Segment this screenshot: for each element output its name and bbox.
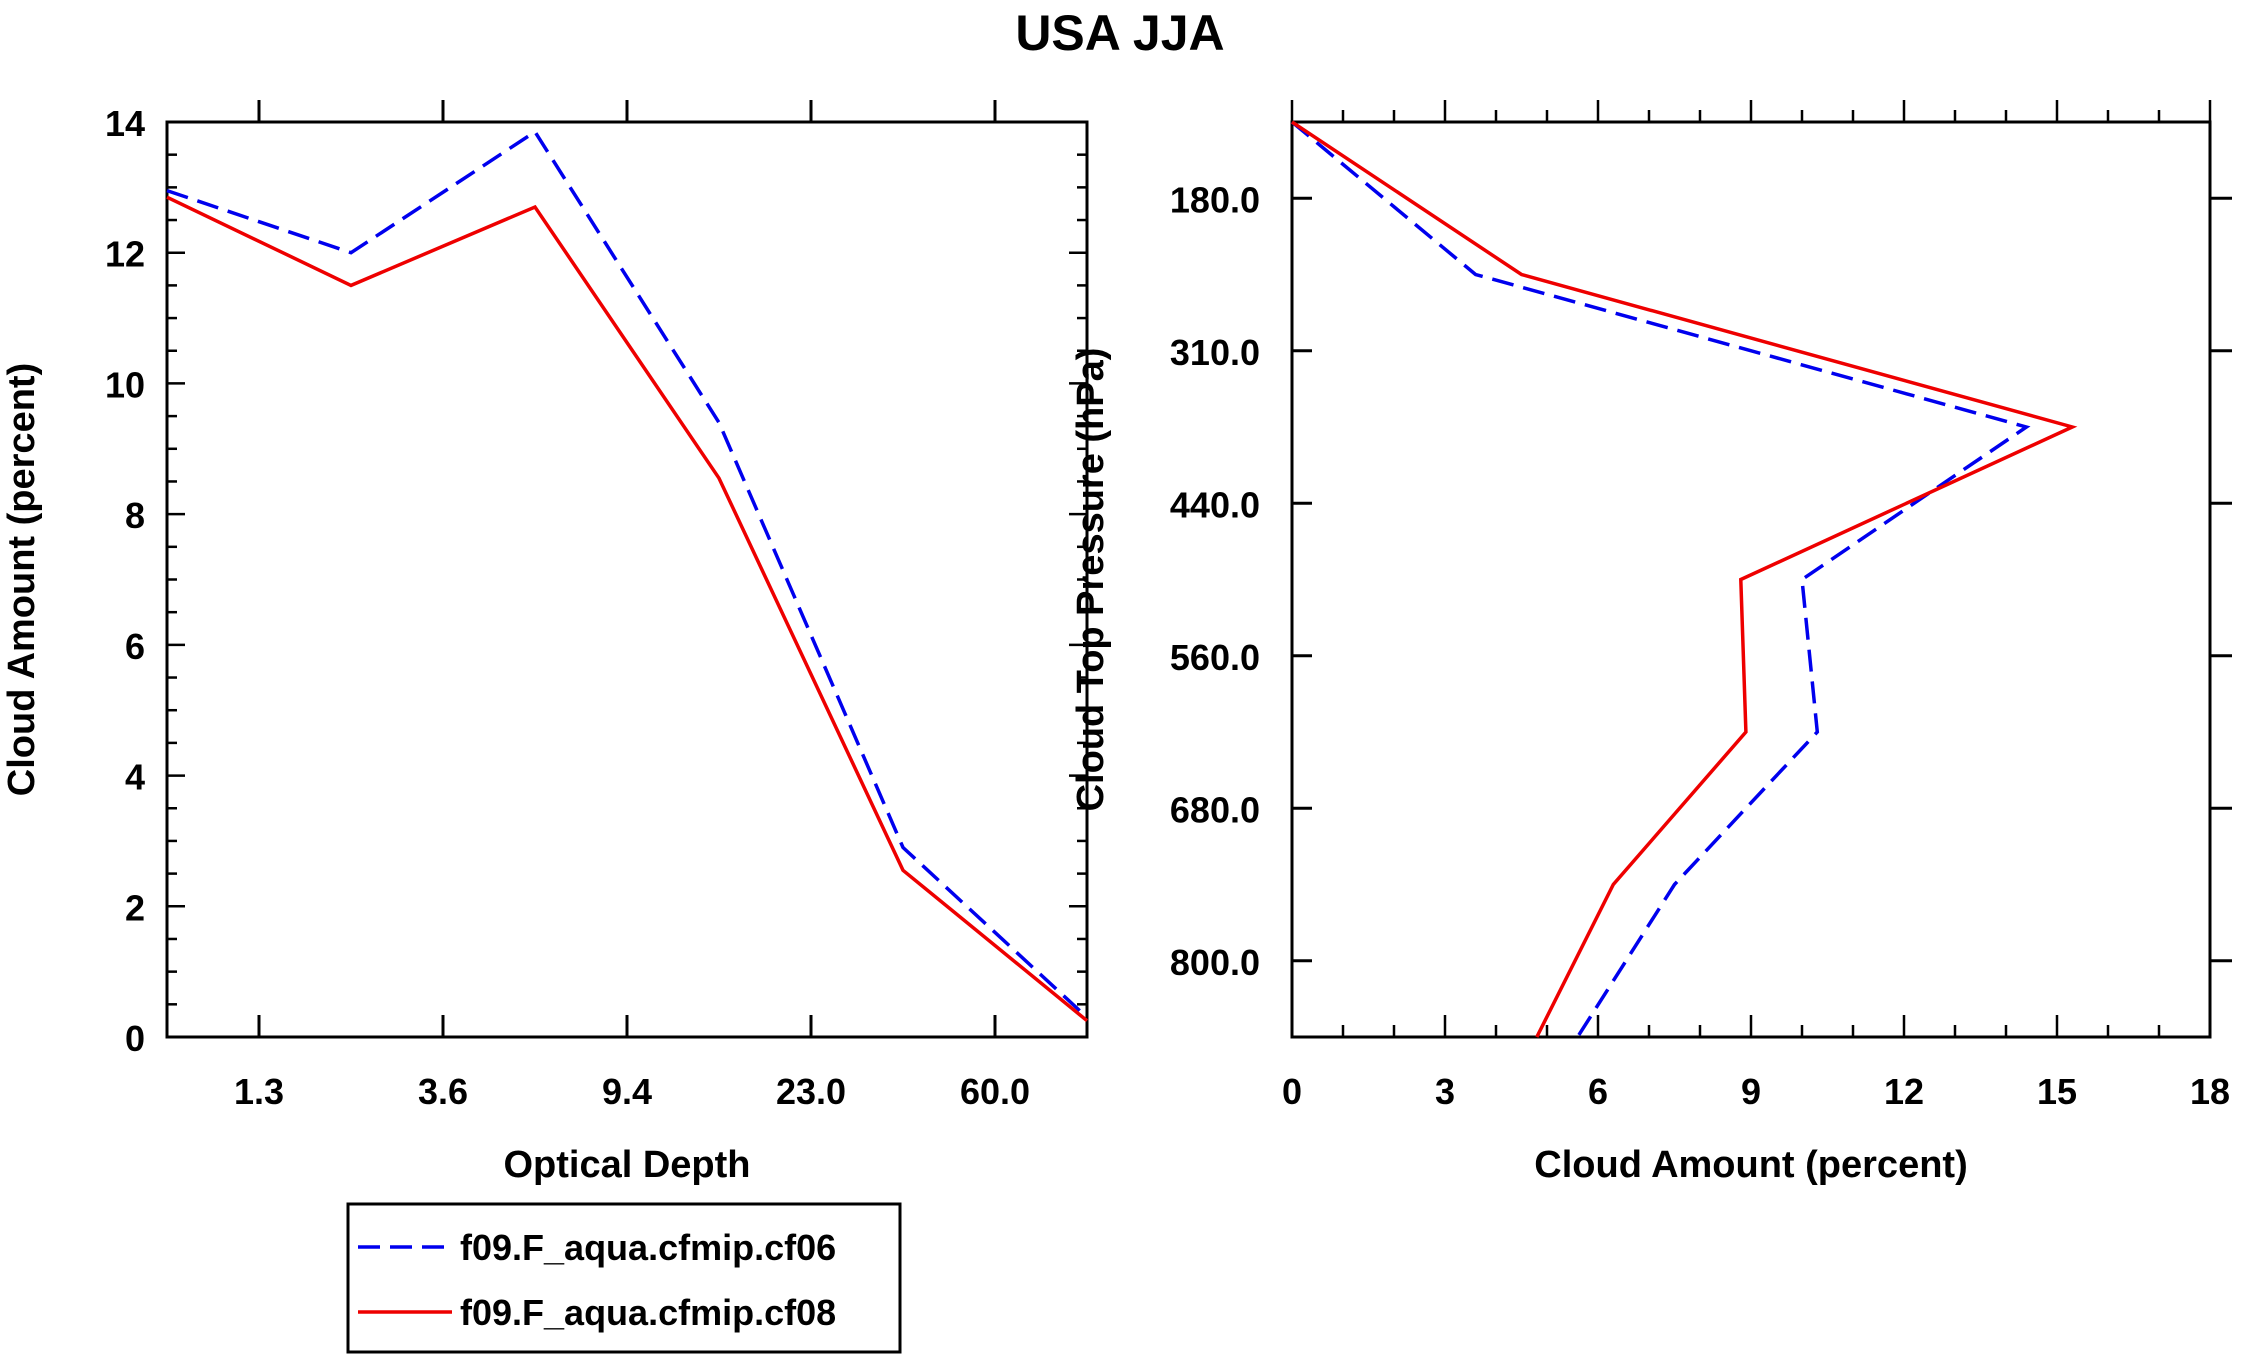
optical-depth-panel: 0 2 4 6 8 10 12 14 1.3 3.6 9.4 23.0 60.0 Optical Dept… (1, 100, 1089, 1186)
right-y-tick-label: 800.0 (1170, 942, 1260, 983)
right-series-line-f09.F_aqua.cfmip.cf08 (1291, 120, 2078, 1038)
right-series-line-f09.F_aqua.cfmip.cf06 (1290, 120, 2031, 1038)
right-y-tick-label: 180.0 (1170, 179, 1260, 220)
right-x-tick-label: 9 (1741, 1071, 1761, 1112)
left-x-tick-label: 60.0 (960, 1071, 1030, 1112)
left-y-tick-label: 14 (105, 103, 145, 144)
left-y-tick-label: 2 (125, 887, 145, 928)
left-y-tick-label: 6 (125, 626, 145, 667)
figure-title: USA JJA (1015, 5, 1224, 61)
left-x-tick-label: 3.6 (418, 1071, 468, 1112)
left-y-tick-label: 10 (105, 364, 145, 405)
right-x-tick-label: 0 (1282, 1071, 1302, 1112)
left-series-line-f09.F_aqua.cfmip.cf06 (166, 129, 1089, 1019)
right-x-tick-label: 6 (1588, 1071, 1608, 1112)
right-plot-frame (1290, 120, 2212, 1039)
right-y-axis-label: Cloud Top Pressure (hPa) (1070, 348, 1112, 812)
right-y-tick-label: 310.0 (1170, 332, 1260, 373)
right-x-tick-label: 12 (1884, 1071, 1924, 1112)
legend-label: f09.F_aqua.cfmip.cf06 (460, 1227, 836, 1268)
pressure-panel: 0 3 6 9 12 15 18 180.0 310.0 440.0 560.0 680.0 800.0… (1070, 100, 2232, 1186)
left-y-tick-label: 0 (125, 1018, 145, 1059)
legend: f09.F_aqua.cfmip.cf06 f09.F_aqua.cfmip.cf… (346, 1202, 902, 1354)
right-y-tick-label: 560.0 (1170, 637, 1260, 678)
right-x-tick-label: 15 (2037, 1071, 2077, 1112)
right-x-tick-label: 3 (1435, 1071, 1455, 1112)
left-series-line-f09.F_aqua.cfmip.cf08 (166, 195, 1089, 1023)
left-y-tick-label: 4 (125, 757, 145, 798)
left-x-tick-label: 23.0 (776, 1071, 846, 1112)
left-y-tick-label: 12 (105, 234, 145, 275)
left-x-tick-label: 9.4 (602, 1071, 652, 1112)
left-plot-frame (165, 120, 1089, 1039)
left-x-axis-label: Optical Depth (503, 1144, 750, 1186)
legend-label: f09.F_aqua.cfmip.cf08 (460, 1292, 836, 1333)
left-y-axis-label: Cloud Amount (percent) (1, 363, 43, 796)
legend-box (346, 1202, 902, 1354)
right-y-tick-label: 680.0 (1170, 789, 1260, 830)
left-y-tick-label: 8 (125, 495, 145, 536)
right-y-tick-label: 440.0 (1170, 484, 1260, 525)
right-x-tick-label: 18 (2190, 1071, 2230, 1112)
right-x-axis-label: Cloud Amount (percent) (1534, 1144, 1967, 1186)
left-x-tick-label: 1.3 (234, 1071, 284, 1112)
